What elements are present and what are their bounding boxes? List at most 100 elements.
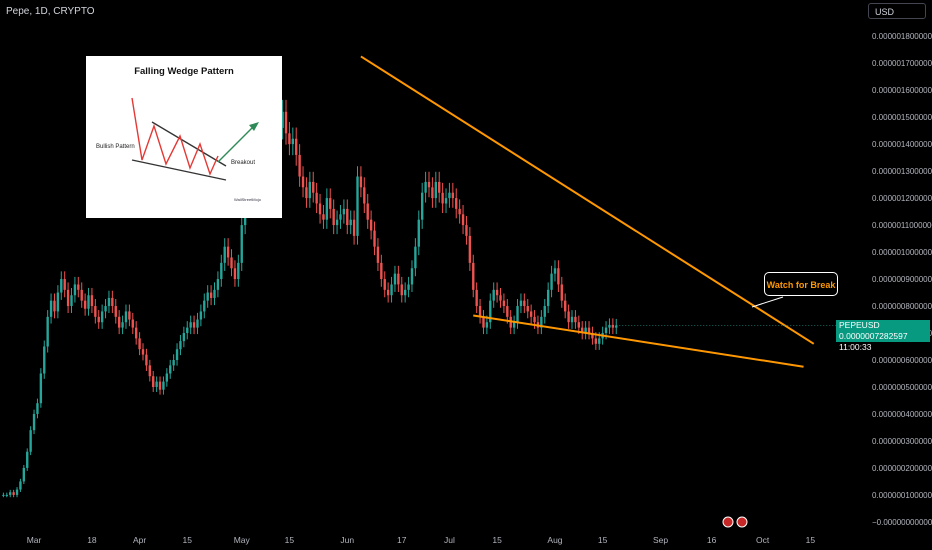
candle bbox=[43, 340, 46, 379]
candle-body bbox=[587, 327, 591, 334]
price-axis: 0.0000018000000 0.0000017000000 0.00000160… bbox=[872, 32, 932, 527]
flag-us-icon[interactable] bbox=[736, 516, 748, 528]
time-axis-tick: Apr bbox=[133, 535, 146, 545]
candle bbox=[420, 182, 424, 229]
candle bbox=[587, 321, 591, 340]
candle-body bbox=[128, 311, 131, 320]
candle-body bbox=[567, 311, 570, 323]
candle bbox=[32, 409, 36, 435]
inset-logo: WallStreetMojo bbox=[234, 197, 261, 202]
candle-body bbox=[94, 306, 97, 317]
candle bbox=[475, 282, 478, 314]
candle-body bbox=[468, 235, 472, 263]
candle-body bbox=[550, 273, 553, 290]
candle-body bbox=[97, 316, 100, 323]
candle-body bbox=[53, 300, 56, 312]
watch-for-break-callout[interactable]: Watch for Break bbox=[764, 272, 838, 296]
candle bbox=[298, 144, 301, 187]
candle bbox=[424, 171, 427, 203]
candle-body bbox=[175, 349, 179, 360]
candle-body bbox=[434, 181, 438, 199]
candle-body bbox=[332, 208, 335, 226]
candle-body bbox=[335, 219, 339, 226]
candle bbox=[114, 299, 117, 324]
candle bbox=[312, 171, 315, 203]
candle bbox=[141, 343, 145, 361]
candle-body bbox=[19, 481, 22, 490]
trendline-lower[interactable] bbox=[473, 314, 804, 368]
candle-body bbox=[104, 306, 107, 312]
candle bbox=[39, 368, 43, 408]
candle-body bbox=[431, 187, 434, 199]
candle-body bbox=[192, 322, 196, 328]
callout-pointer bbox=[751, 296, 784, 308]
candle-body bbox=[325, 198, 329, 220]
candle bbox=[339, 204, 342, 229]
candle-body bbox=[339, 214, 342, 220]
candle bbox=[165, 368, 169, 387]
candle bbox=[489, 293, 492, 329]
trendline-layer bbox=[360, 55, 836, 368]
candle bbox=[182, 326, 186, 348]
flag-us-icon[interactable] bbox=[722, 516, 734, 528]
time-axis-tick: Aug bbox=[547, 535, 562, 545]
candle bbox=[502, 293, 506, 314]
candle bbox=[553, 260, 557, 282]
candle-body bbox=[502, 300, 506, 307]
candle bbox=[152, 370, 155, 392]
candle-body bbox=[342, 208, 346, 215]
trendline-upper[interactable] bbox=[360, 55, 815, 345]
candle-body bbox=[533, 316, 536, 323]
candle-body bbox=[356, 176, 359, 236]
candle bbox=[540, 310, 543, 335]
candle bbox=[516, 299, 519, 329]
candle-body bbox=[577, 322, 581, 328]
candle-body bbox=[70, 295, 73, 307]
candle-body bbox=[489, 300, 492, 323]
time-axis-tick: Oct bbox=[756, 535, 770, 545]
candle bbox=[584, 321, 587, 340]
candle bbox=[2, 492, 5, 498]
candle bbox=[206, 285, 209, 308]
candle bbox=[417, 210, 420, 256]
candle-body bbox=[444, 198, 448, 204]
candle bbox=[455, 188, 458, 219]
candle bbox=[410, 260, 414, 292]
time-axis-tick: 15 bbox=[492, 535, 502, 545]
candle bbox=[240, 216, 243, 271]
candle-body bbox=[32, 413, 36, 431]
candle bbox=[107, 290, 111, 314]
candle bbox=[9, 489, 12, 498]
candle bbox=[148, 359, 152, 382]
candle bbox=[434, 171, 438, 208]
candle-body bbox=[591, 333, 594, 339]
candle-body bbox=[529, 311, 533, 317]
event-icons[interactable] bbox=[722, 516, 748, 528]
candle-body bbox=[349, 219, 352, 226]
candle-body bbox=[506, 306, 509, 317]
candle-body bbox=[438, 181, 441, 193]
candle bbox=[237, 254, 240, 287]
candle bbox=[213, 282, 216, 306]
candle bbox=[373, 221, 376, 256]
candle-body bbox=[475, 289, 478, 307]
candle-body bbox=[427, 181, 431, 188]
candle bbox=[482, 310, 485, 335]
candle-body bbox=[318, 203, 322, 215]
candle bbox=[15, 487, 19, 498]
candle-body bbox=[553, 268, 557, 274]
candle bbox=[325, 188, 329, 229]
price-axis-tick: 0.0000004000000 bbox=[872, 410, 932, 419]
candle-body bbox=[383, 279, 386, 290]
time-axis-tick: 17 bbox=[397, 535, 407, 545]
candle-body bbox=[186, 327, 189, 334]
candle bbox=[53, 293, 56, 319]
candle bbox=[546, 282, 550, 314]
currency-button[interactable]: USD bbox=[868, 3, 926, 19]
candle-body bbox=[407, 284, 410, 290]
candle bbox=[393, 265, 397, 292]
falling-wedge-inset: Falling Wedge Pattern Bullish Pattern Br… bbox=[86, 56, 282, 218]
candle-body bbox=[66, 289, 70, 307]
breakout-arrowhead-icon bbox=[249, 122, 259, 131]
